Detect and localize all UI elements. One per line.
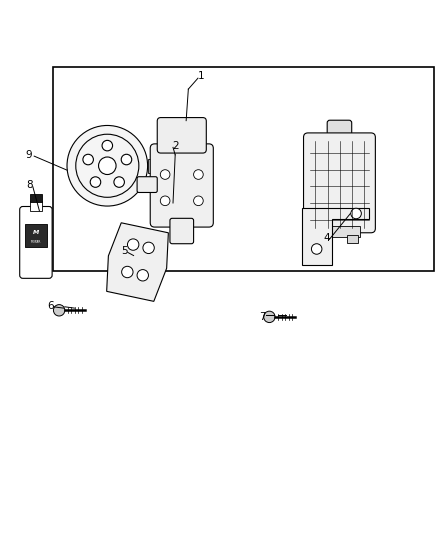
Bar — [30, 201, 42, 211]
Bar — [321, 236, 332, 243]
Circle shape — [83, 154, 93, 165]
Bar — [53, 67, 434, 271]
Text: 8: 8 — [26, 181, 33, 190]
Circle shape — [143, 242, 154, 254]
FancyBboxPatch shape — [157, 118, 206, 153]
Circle shape — [114, 177, 124, 187]
Polygon shape — [302, 208, 369, 265]
Bar — [347, 236, 358, 243]
Circle shape — [67, 125, 148, 206]
Circle shape — [90, 177, 101, 187]
Circle shape — [137, 270, 148, 281]
FancyBboxPatch shape — [137, 177, 157, 192]
Text: 5: 5 — [121, 246, 128, 256]
Circle shape — [264, 311, 275, 322]
Circle shape — [351, 208, 361, 219]
Polygon shape — [107, 223, 168, 301]
Circle shape — [102, 140, 113, 151]
FancyBboxPatch shape — [327, 120, 352, 142]
Circle shape — [194, 169, 203, 179]
Circle shape — [99, 157, 116, 174]
Text: 4: 4 — [323, 233, 330, 243]
Circle shape — [194, 196, 203, 206]
Circle shape — [160, 169, 170, 179]
Circle shape — [53, 304, 65, 316]
Bar — [148, 159, 155, 173]
FancyBboxPatch shape — [20, 206, 52, 278]
FancyBboxPatch shape — [304, 133, 375, 233]
Circle shape — [311, 244, 322, 254]
Bar — [30, 194, 42, 202]
FancyBboxPatch shape — [150, 144, 213, 227]
Bar — [318, 226, 360, 237]
Text: 9: 9 — [25, 150, 32, 160]
Text: M: M — [33, 230, 39, 235]
Circle shape — [122, 266, 133, 278]
Circle shape — [160, 196, 170, 206]
Text: 7: 7 — [259, 312, 266, 322]
Circle shape — [127, 239, 139, 251]
Text: 1: 1 — [198, 71, 205, 81]
Bar — [25, 224, 47, 247]
FancyBboxPatch shape — [170, 219, 194, 244]
Text: 6: 6 — [47, 301, 54, 311]
Text: 2: 2 — [172, 141, 179, 151]
Circle shape — [121, 154, 132, 165]
Text: MOPAR: MOPAR — [31, 240, 41, 245]
